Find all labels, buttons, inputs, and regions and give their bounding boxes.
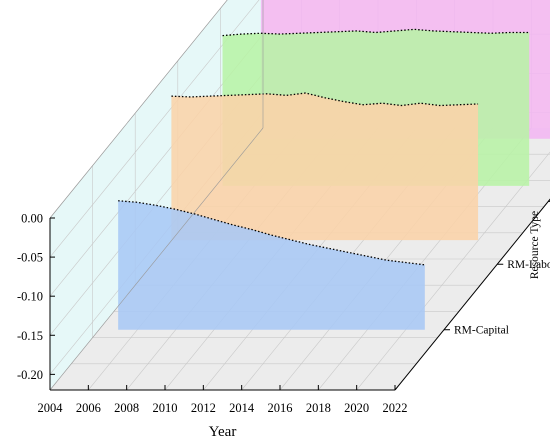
category-tick-label: RM-Labor [507, 259, 550, 271]
x-ticks: 2004 2006 2008 2010 2012 2014 2016 2018 2020 2022 [38, 385, 408, 415]
x-tick-label: 2014 [229, 401, 255, 415]
y-tick-label: -0.15 [17, 329, 43, 343]
series-line-rm-re [222, 28, 530, 37]
x-tick-label: 2012 [191, 401, 216, 415]
z-axis-line [394, 198, 550, 391]
x-axis-title: Year [209, 424, 237, 440]
series-area-rm-labor [171, 93, 479, 241]
x-tick-label: 2006 [76, 401, 101, 415]
y-tick-label: 0.00 [21, 212, 43, 226]
x-tick-label: 2018 [306, 401, 331, 415]
series-line-rm-labor [171, 92, 479, 107]
y-tick-label: -0.20 [17, 368, 43, 382]
x-tick-label: 2016 [268, 401, 293, 415]
x-tick-label: 2010 [153, 401, 178, 415]
x-tick-label: 2020 [344, 401, 369, 415]
z-axis-title: Resource Type [529, 211, 541, 279]
axis-box [49, 0, 550, 391]
y-tick-label: -0.10 [17, 290, 43, 304]
category-tick-label: RM-Capital [454, 325, 509, 337]
series-areas [118, 0, 550, 330]
box-edge-side-bottom [49, 127, 264, 391]
box-edge-side-top [49, 0, 228, 219]
x-tick-label: 2008 [114, 401, 139, 415]
x-tick-label: 2022 [383, 401, 408, 415]
x-tick-label: 2004 [38, 401, 64, 415]
y-ticks: 0.00 -0.05 -0.10 -0.15 -0.20 [17, 212, 55, 382]
series-area-rm-capital [118, 200, 425, 330]
y-tick-label: -0.05 [17, 251, 43, 265]
